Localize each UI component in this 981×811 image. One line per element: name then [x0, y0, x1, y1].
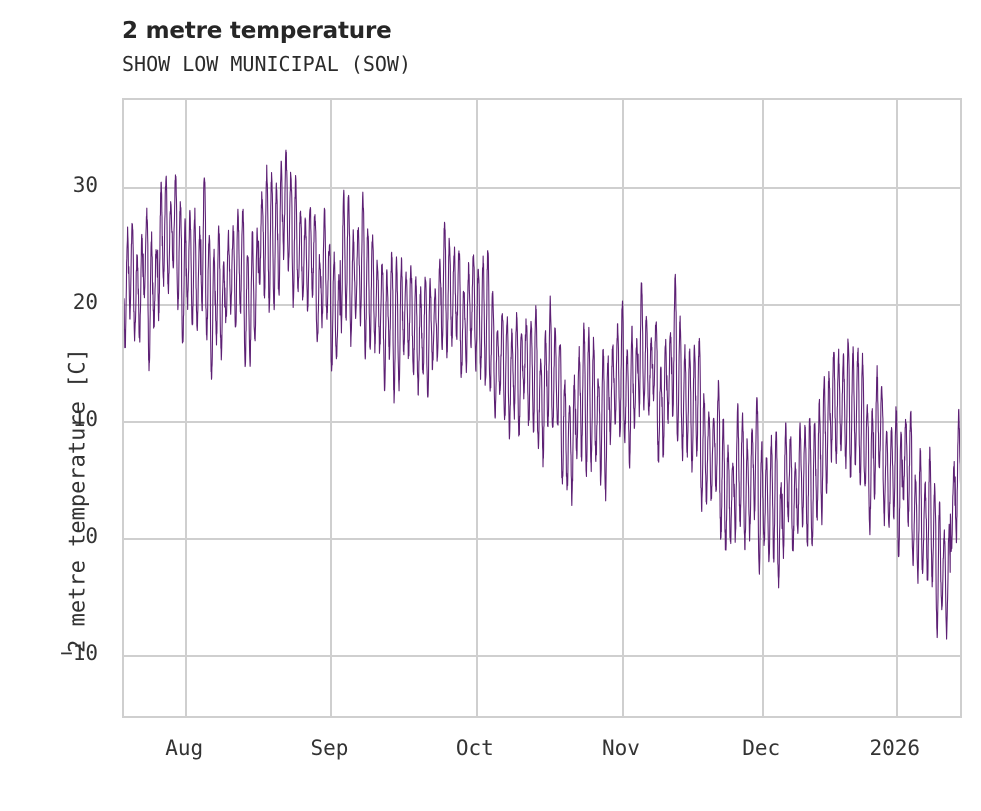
gridline-horizontal — [124, 537, 960, 540]
temperature-line — [124, 149, 960, 640]
chart-page: 2 metre temperature SHOW LOW MUNICIPAL (… — [0, 18, 962, 778]
x-tick-label: Nov — [601, 736, 640, 760]
plot-area — [122, 98, 962, 718]
chart-subtitle: SHOW LOW MUNICIPAL (SOW) — [122, 52, 411, 76]
gridline-horizontal — [124, 654, 960, 657]
gridline-horizontal — [124, 186, 960, 189]
gridline-vertical — [330, 100, 333, 716]
gridline-vertical — [762, 100, 765, 716]
temperature-series — [124, 149, 960, 640]
x-tick-label: Dec — [742, 736, 781, 760]
y-tick-label: 10 — [72, 406, 98, 431]
gridline-vertical — [475, 100, 478, 716]
x-tick-label: 2026 — [869, 736, 921, 760]
y-tick-label: 0 — [85, 523, 98, 548]
y-tick-label: 30 — [72, 172, 98, 197]
y-tick-label: 20 — [72, 289, 98, 314]
gridline-horizontal — [124, 303, 960, 306]
y-tick-label: −10 — [60, 640, 98, 665]
x-tick-label: Oct — [455, 736, 494, 760]
gridline-vertical — [895, 100, 898, 716]
x-tick-label: Aug — [165, 736, 204, 760]
x-axis-ticks: Aug Sep Oct Nov Dec 2026 — [122, 718, 962, 778]
gridline-vertical — [621, 100, 624, 716]
x-tick-label: Sep — [310, 736, 349, 760]
y-axis-ticks: −10 0 10 20 30 — [0, 98, 108, 718]
chart-title: 2 metre temperature — [122, 18, 392, 44]
gridline-vertical — [185, 100, 188, 716]
